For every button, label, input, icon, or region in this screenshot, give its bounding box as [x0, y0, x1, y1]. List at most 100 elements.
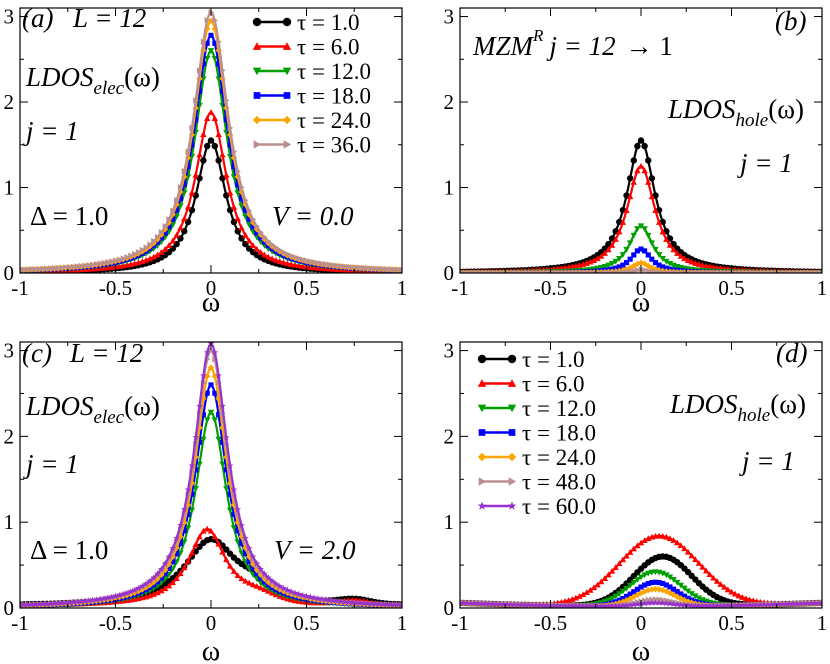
- panel-d-series-6-point: [463, 599, 471, 606]
- panel-c-series-6-point: [47, 600, 54, 607]
- panel-d-series-6-point: [666, 600, 674, 607]
- panel-c-y-tick-label: 2: [4, 424, 15, 448]
- panel-c-series-1-point: [158, 587, 165, 594]
- panel-c-x-tick-label: -1: [11, 611, 29, 635]
- panel-a-series-5-point: [334, 262, 341, 269]
- panel-c-series-4-point: [135, 588, 142, 595]
- panel-a-series-1-point: [246, 237, 253, 244]
- panel-d-legend-marker: [477, 379, 487, 387]
- panel-a-site-annotation: j = 1: [23, 116, 79, 146]
- panel-b-series-1-point: [655, 219, 663, 225]
- panel-d-series-6-point: [717, 602, 724, 608]
- panel-c-x-tick-label: 0.5: [293, 611, 319, 635]
- panel-d-legend-marker: [477, 501, 487, 510]
- panel-c-series-6-point: [192, 433, 200, 441]
- panel-c-site-annotation: j = 1: [23, 449, 79, 479]
- panel-b-series-3-point: [645, 252, 651, 258]
- panel-d-series-6-point: [688, 602, 696, 608]
- panel-a-series-1-point: [226, 189, 234, 196]
- panel-d-series-5-point: [645, 596, 652, 604]
- panel-a-series-1-point: [146, 255, 154, 262]
- panel-a-series-1-point: [165, 242, 173, 249]
- panel-c-series-6-point: [211, 348, 219, 356]
- panel-c-series-6-point: [356, 599, 364, 606]
- panel-d-series-1-point: [608, 567, 616, 574]
- panel-b-y-tick-label: 1: [444, 176, 455, 200]
- panel-a-series-1-point: [142, 257, 150, 263]
- panel-a-series-5-point: [311, 259, 318, 266]
- panel-a-series-5-point: [48, 265, 54, 272]
- panel-c-series-6-point: [242, 534, 249, 541]
- panel-a-series-5-point: [269, 241, 276, 248]
- panel-a-series-5-point: [261, 233, 268, 241]
- panel-a-legend-entry: τ = 12.0: [297, 59, 371, 84]
- panel-d-x-tick-label: -0.5: [534, 611, 567, 635]
- panel-d-series-1-point: [590, 584, 598, 591]
- panel-a-series-5-point: [116, 256, 123, 263]
- panel-c-series-6-point: [249, 553, 257, 560]
- panel-d-series-2-point: [688, 591, 695, 597]
- panel-d-series-0-line: [460, 555, 822, 607]
- panel-a-series-5-point: [185, 148, 192, 155]
- panel-a-series-5-point: [399, 266, 402, 273]
- panel-d-series-1-point: [641, 537, 648, 543]
- panel-a-series-5-point: [319, 260, 325, 267]
- panel-d-series-2-point: [612, 593, 619, 600]
- panel-a-legend-marker: [282, 67, 292, 76]
- panel-a-legend-marker: [253, 140, 262, 149]
- panel-d-series-1-point: [579, 591, 587, 598]
- panel-c-series-6-point: [20, 601, 28, 608]
- panel-b-series-1-point: [612, 236, 619, 242]
- panel-d-legend-marker: [478, 477, 487, 486]
- panel-c-y-tick-label: 1: [4, 510, 15, 534]
- panel-c-series-1-point: [177, 570, 184, 577]
- panel-c-series-1-point: [230, 568, 238, 574]
- panel-d-series-6-point: [565, 602, 572, 608]
- panel-b-series-1-point: [597, 253, 605, 259]
- panel-d-legend-marker: [477, 354, 487, 364]
- panel-a-series-1-point: [272, 257, 280, 263]
- panel-d-series-4-point: [674, 593, 681, 600]
- panel-a-series-5-point: [78, 262, 85, 270]
- panel-c-series-1-point: [188, 549, 196, 556]
- panel-b-series-1-point: [645, 179, 652, 185]
- panel-b-series-2-point: [616, 255, 623, 262]
- panel-a-series-1-point: [158, 249, 165, 255]
- panel-a-series-5-point: [219, 67, 226, 74]
- panel-c-series-2-point: [207, 409, 215, 416]
- panel-a-series-1-point: [253, 246, 261, 252]
- panel-a-series-5-point: [162, 223, 169, 230]
- panel-b-series-2-point: [641, 226, 648, 232]
- panel-a-series-4-point: [158, 231, 165, 238]
- panel-c-series-2: [20, 409, 402, 608]
- panel-a-series-1-point: [223, 171, 230, 178]
- panel-c-series-6-point: [222, 433, 230, 441]
- panel-d-series-1-point: [684, 548, 692, 555]
- panel-d-series-1-point: [688, 552, 695, 559]
- panel-d-series-6-point: [757, 601, 764, 608]
- panel-a-series-5-point: [151, 237, 157, 245]
- panel-d-series-1-point: [630, 545, 637, 552]
- panel-b-mzm-annotation: MZMR j = 12 → 1: [472, 26, 673, 61]
- panel-a-series-5-point: [154, 233, 161, 241]
- panel-b-series-1-point: [608, 241, 616, 248]
- panel-a-series-5-point: [112, 257, 119, 264]
- panel-d-series-2-point: [684, 588, 692, 595]
- panel-b-series-1-point: [699, 262, 706, 268]
- panel-a-legend-marker: [283, 92, 291, 99]
- panel-d-series-2-point: [645, 570, 652, 577]
- panel-a-series-5-point: [288, 252, 295, 259]
- panel-c-series-6-point: [203, 348, 211, 356]
- panel-c-series-6-point: [35, 600, 43, 608]
- panel-c-series-6-point: [70, 598, 77, 606]
- panel-c-series-1-point: [249, 581, 257, 588]
- panel-b-series-2-point: [648, 240, 656, 247]
- panel-d-series-1-point: [706, 571, 713, 578]
- panel-d-series-4-point: [663, 588, 670, 595]
- panel-d-series-6-point: [608, 602, 616, 608]
- panel-d-series-6-point: [518, 601, 525, 608]
- panel-d-series-6-point: [558, 602, 565, 608]
- panel-a-series-5-point: [124, 253, 131, 261]
- panel-d-series-6-point: [644, 599, 652, 606]
- panel-c-series-6-point: [287, 588, 295, 595]
